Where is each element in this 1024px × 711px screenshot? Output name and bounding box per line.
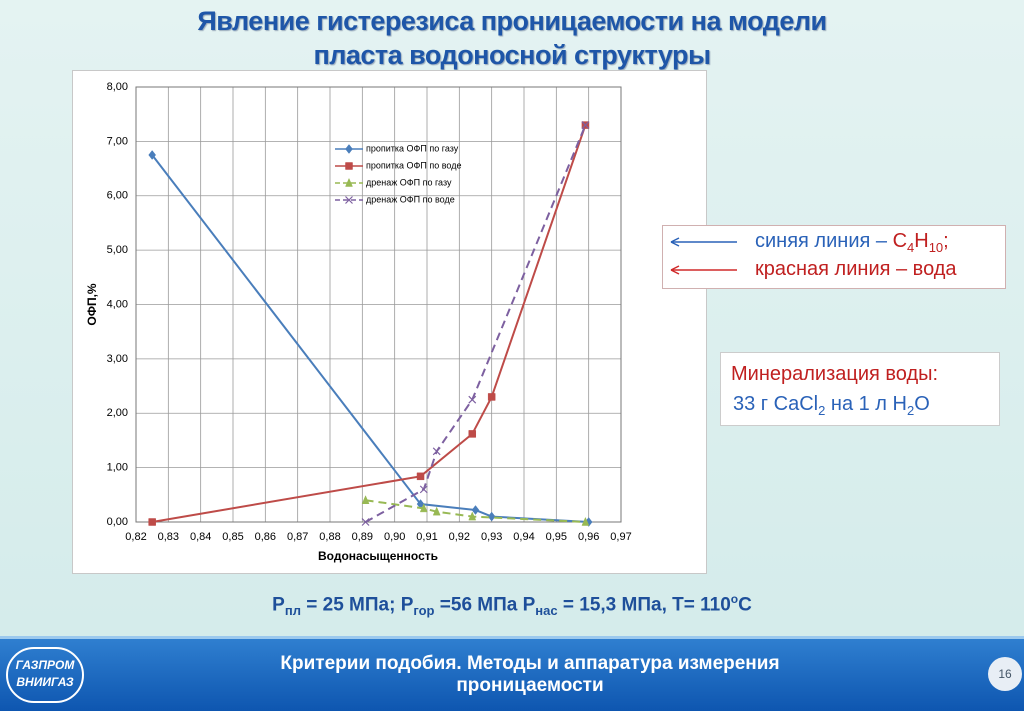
marker <box>581 516 590 526</box>
marker <box>345 196 353 204</box>
text: 2 <box>818 403 826 418</box>
x-tick-label: 0,93 <box>481 531 502 543</box>
slide-title: Явление гистерезиса проницаемости на мод… <box>0 4 1024 72</box>
parameters: Pпл = 25 МПа; Pгор =56 МПа Pнас = 15,3 М… <box>0 592 1024 618</box>
marker <box>471 505 480 515</box>
marker <box>361 495 370 504</box>
text: H <box>914 230 929 252</box>
title-line: пласта водоносной структуры <box>313 40 711 70</box>
y-tick-label: 1,00 <box>107 462 128 474</box>
mineral-body: 33 г CaCl2 на 1 л H2O <box>733 393 930 418</box>
text: C <box>892 230 908 252</box>
y-tick-label: 0,00 <box>107 516 128 528</box>
marker <box>432 506 441 516</box>
x-tick-label: 0,91 <box>416 531 437 543</box>
text: на 1 л H <box>825 393 907 415</box>
marker <box>468 511 477 521</box>
marker <box>361 518 370 526</box>
y-tick-label: 8,00 <box>107 81 128 93</box>
y-tick-label: 5,00 <box>107 244 128 256</box>
text: 4 <box>907 240 915 255</box>
arrows <box>670 237 737 275</box>
blue-note: синяя линия – C4H10; <box>755 230 949 255</box>
marker <box>345 177 353 187</box>
logo-text: ГАЗПРОМ <box>15 658 75 672</box>
legend-label: дренаж ОФП по газу <box>366 177 452 187</box>
y-tick-label: 3,00 <box>107 353 128 365</box>
x-tick-label: 0,86 <box>255 531 276 543</box>
title-line: Явление гистерезиса проницаемости на мод… <box>197 6 827 36</box>
text: = 15,3 МПа, T= 110 <box>557 594 731 616</box>
text: гор <box>413 603 435 619</box>
footer: ГАЗПРОМ ВНИИГАЗ Критерии подобия. Методы … <box>0 636 1024 711</box>
page-number: 16 <box>988 657 1022 691</box>
text: 2 <box>906 403 915 418</box>
marker <box>432 447 441 456</box>
text: =56 МПа P <box>434 594 536 616</box>
text: P <box>272 594 285 616</box>
x-tick-label: 0,87 <box>287 531 308 543</box>
series-line <box>151 154 589 523</box>
marker <box>487 393 496 401</box>
chart: 0,00 1,00 2,00 3,00 4,00 5,00 6,00 7,00 8,00 0,82… <box>85 81 632 563</box>
marker <box>581 121 590 129</box>
line-note: синяя линия – C4H10; красная линия – вод… <box>662 225 1006 289</box>
x-tick-label: 0,97 <box>610 531 631 543</box>
footer-text: Критерии подобия. Методы и аппаратура из… <box>150 653 910 697</box>
marker <box>419 503 428 513</box>
text: ; <box>943 230 949 252</box>
x-tick-label: 0,95 <box>546 531 567 543</box>
y-axis-title: ОФП,% <box>85 283 99 326</box>
text: пл <box>284 603 301 619</box>
x-tick-label: 0,90 <box>384 531 405 543</box>
x-tick-label: 0,94 <box>513 531 534 543</box>
y-tick-label: 7,00 <box>107 135 128 147</box>
text: С <box>738 594 752 616</box>
x-tick-label: 0,82 <box>125 531 146 543</box>
legend-label: пропитка ОФП по газу <box>366 143 459 153</box>
logo-text: ВНИИГАЗ <box>16 675 74 689</box>
text: Критерии подобия. Методы и аппаратура из… <box>280 653 780 674</box>
marker <box>148 150 156 160</box>
x-axis-title: Водонасыщенность <box>318 549 438 563</box>
x-tick-label: 0,84 <box>190 531 211 543</box>
marker <box>487 511 496 522</box>
marker <box>345 162 353 170</box>
x-tick-label: 0,92 <box>449 531 470 543</box>
text: O <box>914 393 930 415</box>
legend-label: пропитка ОФП по воде <box>366 160 461 170</box>
legend-label: дренаж ОФП по воде <box>366 194 455 204</box>
x-tick-label: 0,89 <box>352 531 373 543</box>
chart-box: 0,00 1,00 2,00 3,00 4,00 5,00 6,00 7,00 8,00 0,82… <box>72 70 707 574</box>
y-tick-label: 6,00 <box>107 190 128 202</box>
text: синяя линия – <box>755 230 893 252</box>
y-tick-label: 2,00 <box>107 407 128 419</box>
red-note: красная линия – вода <box>755 258 957 280</box>
mineral-heading: Минерализация воды: <box>731 363 939 385</box>
marker <box>468 430 477 438</box>
text: 33 г CaCl <box>733 393 819 415</box>
marker <box>345 144 353 154</box>
x-tick-label: 0,88 <box>319 531 340 543</box>
marker <box>468 395 477 404</box>
y-tick-label: 4,00 <box>107 298 128 310</box>
text: нас <box>535 603 558 619</box>
text: 10 <box>928 240 944 255</box>
marker <box>148 518 156 526</box>
plot-frame <box>135 86 622 523</box>
marker <box>419 485 428 494</box>
x-tick-label: 0,83 <box>158 531 179 543</box>
logo: ГАЗПРОМ ВНИИГАЗ <box>6 647 84 703</box>
marker <box>416 472 425 481</box>
x-tick-label: 0,85 <box>222 531 243 543</box>
text: o <box>730 592 739 606</box>
mineral-box: Минерализация воды: 33 г CaCl2 на 1 л H2… <box>720 352 1000 426</box>
x-tick-label: 0,96 <box>578 531 599 543</box>
text: = 25 МПа; P <box>300 594 414 616</box>
text: проницаемости <box>456 675 604 696</box>
